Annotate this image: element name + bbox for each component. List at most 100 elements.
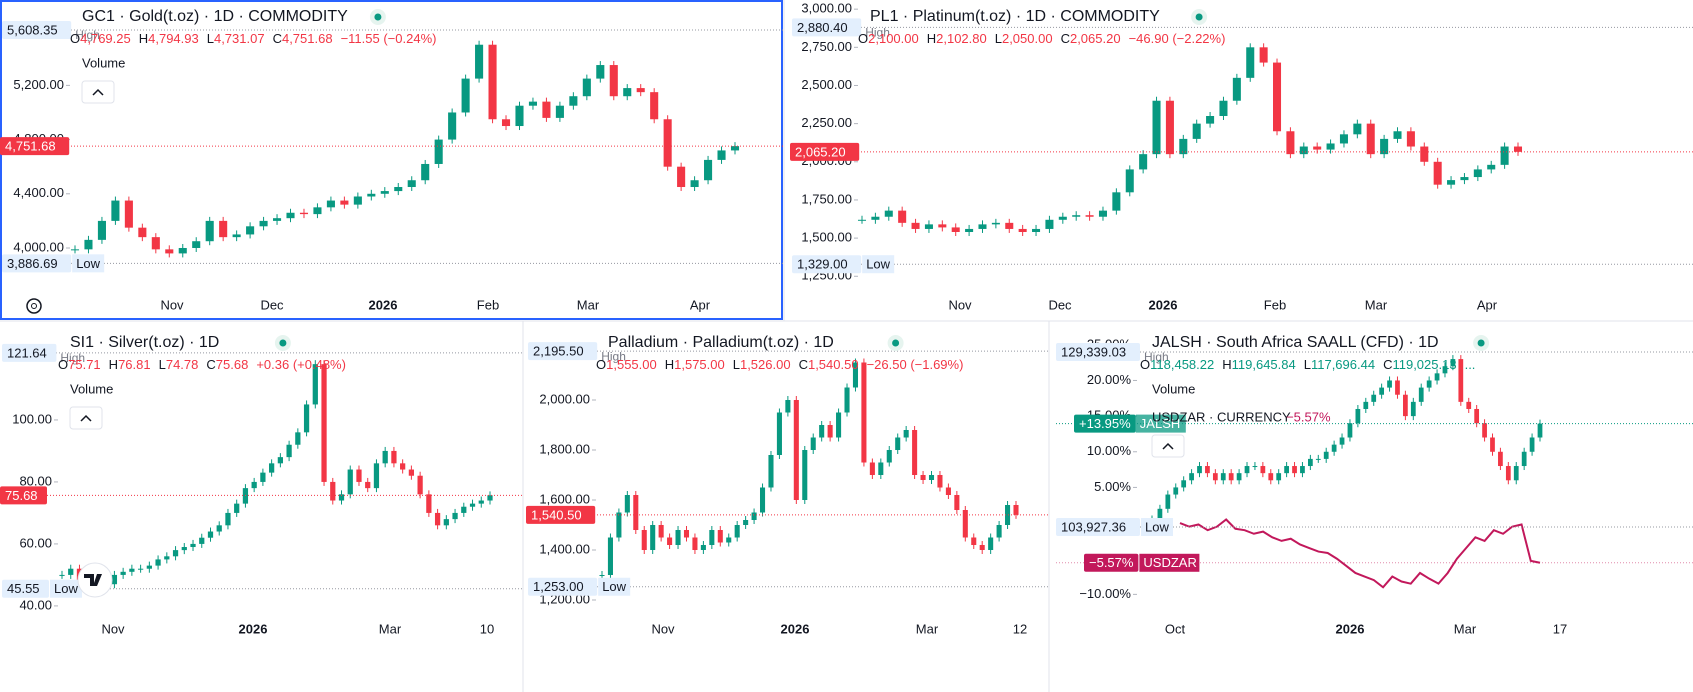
candle-body [1058,216,1067,220]
candle-body [205,220,214,242]
low-label-bg [1056,518,1140,536]
candle-body [1220,473,1226,481]
candle-body [1460,177,1469,181]
x-tick-label: Oct [1165,621,1186,636]
candle-body [1013,505,1019,515]
low-label: 103,927.36 [1061,519,1126,534]
ohlc-key: L [159,357,166,372]
candle-body [844,387,850,413]
low-text: Low [76,256,100,271]
candle-body [475,44,484,79]
candle-body [1387,380,1392,388]
ohlc-value: 1,575.00 [674,357,725,372]
candle-body [1157,508,1163,520]
ohlc-value: 4,731.07 [214,31,265,46]
ohlc-value: 4,794.93 [148,31,199,46]
x-tick-label: Nov [160,297,184,312]
candle-body [1498,451,1503,467]
candle-body [861,362,867,463]
candle-body [1473,169,1482,178]
candle-body [1300,466,1305,474]
low-text: Low [1145,519,1169,534]
candle-body [1339,437,1345,445]
high-label: 5,608.35 [7,22,58,37]
candle-body [1313,146,1322,150]
ohlc-key: O [70,31,80,46]
candle-body [1331,444,1337,452]
candle-body [124,200,133,228]
candle-body [178,247,187,254]
settings-icon[interactable] [26,298,42,314]
candle-body [1125,169,1134,193]
x-tick-label: 2026 [239,621,268,636]
x-tick-label: 10 [480,621,494,636]
candle-body [1410,401,1416,417]
high-text: High [865,26,890,40]
candle-body [596,65,605,79]
candle-body [1197,466,1202,474]
last-price-label-bg [0,137,70,156]
y-tick-label: −10.00% [1079,586,1131,601]
low-text-bg [72,254,105,273]
tradingview-logo[interactable] [77,562,113,598]
candle-body [1326,143,1335,150]
candle-body [1426,380,1432,388]
collapse-button[interactable] [1151,434,1185,458]
ohlc-value: 4,751.68 [282,31,333,46]
ohlc-key: H [1222,357,1231,372]
last-price-label: +13.95% [1079,416,1131,431]
ohlc-row: O75.71 H76.81 L74.78 C75.68 +0.36 (+0.48%) [58,357,346,372]
high-label: 129,339.03 [1061,344,1126,359]
candle-body [1045,219,1054,229]
low-text-bg [862,255,895,274]
chevron [1162,442,1174,450]
candle-body [1418,387,1424,402]
x-tick-label: Mar [1365,297,1388,312]
candle-body [1173,487,1179,495]
status-dot-core [892,339,900,347]
candle-body [408,469,415,476]
candle-body [675,530,681,545]
collapse-button[interactable] [81,80,115,104]
overlay-name: USDZAR [1143,555,1196,570]
candle-body [417,475,423,495]
chart-title: PL1 · Platinum(t.oz) · 1D · COMMODITY [870,8,1160,25]
candle-body [1112,192,1121,211]
candle-body [1505,466,1511,481]
candle-body [353,196,362,205]
candle-body [469,503,476,507]
candle-body [382,450,388,464]
candle-body [667,537,673,545]
candle-body [232,234,241,238]
candle-body [1165,100,1174,155]
candle-body [190,543,196,548]
candle-body [1292,466,1297,474]
candle-body [1442,366,1448,374]
low-text: Low [866,257,890,272]
ohlc-key: L [733,357,740,372]
candle-body [884,210,893,217]
ohlc-value: 2,065.20 [1070,31,1121,46]
volume-label: Volume [70,381,113,396]
chart-title: Palladium · Palladium(t.oz) · 1D [608,334,834,351]
candle-body [988,537,994,550]
y-tick-label: 1,400.00 [539,541,590,556]
x-tick-label: 2026 [1149,297,1178,312]
y-tick-label: 80.00 [19,473,52,488]
candle-body [1260,466,1266,474]
collapse-button[interactable] [69,406,103,430]
y-tick-label: 20.00% [1087,372,1132,387]
x-tick-label: Feb [477,297,499,312]
candle-body [1395,380,1400,395]
x-tick-label: 2026 [781,621,810,636]
ohlc-key: C [206,357,215,372]
last-price-label: 2,065.20 [795,144,846,159]
y-tick-label: 1,800.00 [539,441,590,456]
candle-body [367,193,376,197]
candle-body [1307,458,1313,467]
x-tick-label: Dec [260,297,284,312]
candle-body [1323,451,1329,459]
y-tick-label: 1,500.00 [801,230,852,245]
candle-body [1434,373,1440,381]
candle-body [1205,466,1210,474]
